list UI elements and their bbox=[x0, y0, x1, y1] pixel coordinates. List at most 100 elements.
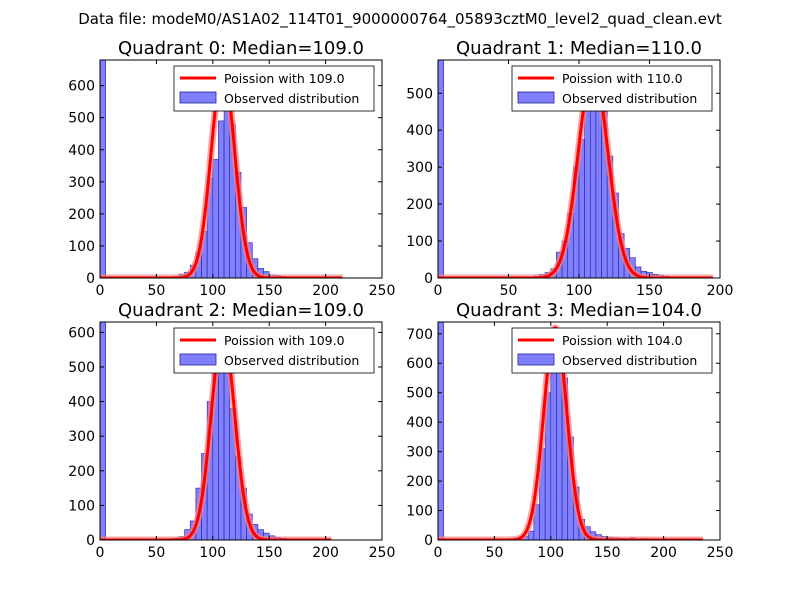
histogram-bar bbox=[100, 322, 106, 540]
x-tick-label: 0 bbox=[96, 545, 105, 561]
x-tick-label: 150 bbox=[636, 283, 663, 299]
poisson-curve bbox=[438, 67, 714, 278]
y-tick-label: 500 bbox=[406, 86, 433, 102]
axes-frame bbox=[437, 321, 721, 541]
y-tick-label: 700 bbox=[406, 327, 433, 343]
axes-frame bbox=[99, 321, 383, 541]
histogram-bar bbox=[100, 60, 106, 278]
x-tick-label: 0 bbox=[96, 283, 105, 299]
y-tick-label: 200 bbox=[68, 207, 95, 223]
histogram-bar bbox=[212, 159, 219, 278]
y-tick-label: 400 bbox=[68, 143, 95, 159]
histogram-bar bbox=[589, 81, 597, 278]
histogram-bar bbox=[223, 366, 231, 540]
y-tick-label: 100 bbox=[406, 504, 433, 520]
y-tick-label: 400 bbox=[406, 123, 433, 139]
histogram-bar bbox=[584, 104, 591, 278]
y-tick-label: 100 bbox=[406, 234, 433, 250]
legend-label-observed: Observed distribution bbox=[224, 91, 359, 106]
y-tick-label: 100 bbox=[68, 239, 95, 255]
histogram-bar bbox=[438, 60, 444, 278]
panel-title: Quadrant 3: Median=104.0 bbox=[456, 300, 702, 321]
x-tick-label: 100 bbox=[199, 545, 226, 561]
x-tick-label: 250 bbox=[707, 545, 734, 561]
legend: Poission with 109.0 Observed distribution bbox=[173, 327, 375, 374]
legend-label-observed: Observed distribution bbox=[562, 91, 697, 106]
y-tick-label: 200 bbox=[406, 474, 433, 490]
legend-label-poisson: Poission with 109.0 bbox=[224, 333, 345, 348]
y-tick-label: 400 bbox=[68, 395, 95, 411]
y-tick-label: 300 bbox=[68, 429, 95, 445]
legend-bar-swatch bbox=[517, 353, 555, 366]
x-tick-label: 100 bbox=[566, 283, 593, 299]
y-tick-label: 600 bbox=[406, 356, 433, 372]
x-tick-label: 150 bbox=[594, 545, 621, 561]
y-tick-label: 0 bbox=[86, 533, 95, 549]
legend: Poission with 104.0 Observed distribution bbox=[511, 327, 713, 374]
legend-box bbox=[511, 65, 713, 112]
panel-title: Quadrant 0: Median=109.0 bbox=[118, 38, 364, 59]
x-tick-label: 100 bbox=[537, 545, 564, 561]
plot-area bbox=[438, 322, 707, 540]
legend-label-observed: Observed distribution bbox=[224, 353, 359, 368]
figure-suptitle: Data file: modeM0/AS1A02_114T01_90000007… bbox=[78, 10, 722, 29]
legend-bar-swatch bbox=[517, 91, 555, 104]
y-tick-label: 300 bbox=[406, 160, 433, 176]
quadrant-0-panel: Quadrant 0: Median=109.0 0 50 100 150 200 250 0… bbox=[68, 38, 395, 299]
quadrant-2-panel: Quadrant 2: Median=109.0 0 50 100 150 200 250 0… bbox=[68, 300, 395, 561]
y-tick-label: 500 bbox=[68, 360, 95, 376]
y-tick-label: 0 bbox=[424, 533, 433, 549]
x-tick-label: 150 bbox=[256, 545, 283, 561]
legend-box bbox=[511, 327, 713, 374]
x-tick-label: 200 bbox=[707, 283, 734, 299]
x-tick-label: 250 bbox=[369, 545, 396, 561]
x-tick-label: 0 bbox=[434, 545, 443, 561]
panels: Quadrant 0: Median=109.0 0 50 100 150 200 250 0… bbox=[68, 38, 733, 561]
plot-area bbox=[438, 60, 716, 278]
legend: Poission with 110.0 Observed distribution bbox=[511, 65, 713, 112]
y-tick-label: 500 bbox=[406, 386, 433, 402]
y-tick-label: 0 bbox=[424, 271, 433, 287]
histogram-bar bbox=[438, 322, 444, 540]
x-tick-label: 200 bbox=[312, 545, 339, 561]
y-tick-label: 600 bbox=[68, 79, 95, 95]
x-tick-label: 200 bbox=[650, 545, 677, 561]
axes-frame bbox=[99, 59, 383, 279]
legend-bar-swatch bbox=[179, 353, 217, 366]
panel-title: Quadrant 1: Median=110.0 bbox=[456, 38, 702, 59]
y-tick-label: 400 bbox=[406, 415, 433, 431]
y-tick-label: 0 bbox=[86, 271, 95, 287]
x-tick-label: 50 bbox=[500, 283, 518, 299]
legend: Poission with 109.0 Observed distribution bbox=[173, 65, 375, 112]
x-tick-label: 0 bbox=[434, 283, 443, 299]
legend-label-observed: Observed distribution bbox=[562, 353, 697, 368]
y-tick-label: 200 bbox=[406, 197, 433, 213]
y-tick-label: 600 bbox=[68, 325, 95, 341]
quadrant-1-panel: Quadrant 1: Median=110.0 0 50 100 150 200 0 100… bbox=[406, 38, 733, 299]
legend-box bbox=[173, 327, 375, 374]
legend-label-poisson: Poission with 109.0 bbox=[224, 71, 345, 86]
poisson-curve bbox=[438, 326, 705, 540]
histogram-bar bbox=[218, 345, 225, 540]
histogram-bar bbox=[218, 120, 225, 278]
x-tick-label: 150 bbox=[256, 283, 283, 299]
y-tick-label: 300 bbox=[68, 175, 95, 191]
legend-label-poisson: Poission with 110.0 bbox=[562, 71, 683, 86]
legend-label-poisson: Poission with 104.0 bbox=[562, 333, 683, 348]
x-tick-label: 50 bbox=[147, 545, 165, 561]
quadrant-3-panel: Quadrant 3: Median=104.0 0 50 100 150 200 250 0… bbox=[406, 300, 733, 561]
x-tick-label: 50 bbox=[485, 545, 503, 561]
x-tick-label: 250 bbox=[369, 283, 396, 299]
histogram-bar bbox=[550, 368, 557, 540]
x-tick-label: 200 bbox=[312, 283, 339, 299]
panel-title: Quadrant 2: Median=109.0 bbox=[118, 300, 364, 321]
legend-bar-swatch bbox=[179, 91, 217, 104]
y-tick-label: 500 bbox=[68, 111, 95, 127]
x-tick-label: 50 bbox=[147, 283, 165, 299]
y-tick-label: 300 bbox=[406, 445, 433, 461]
legend-box bbox=[173, 65, 375, 112]
x-tick-label: 100 bbox=[199, 283, 226, 299]
y-tick-label: 100 bbox=[68, 498, 95, 514]
y-tick-label: 200 bbox=[68, 464, 95, 480]
